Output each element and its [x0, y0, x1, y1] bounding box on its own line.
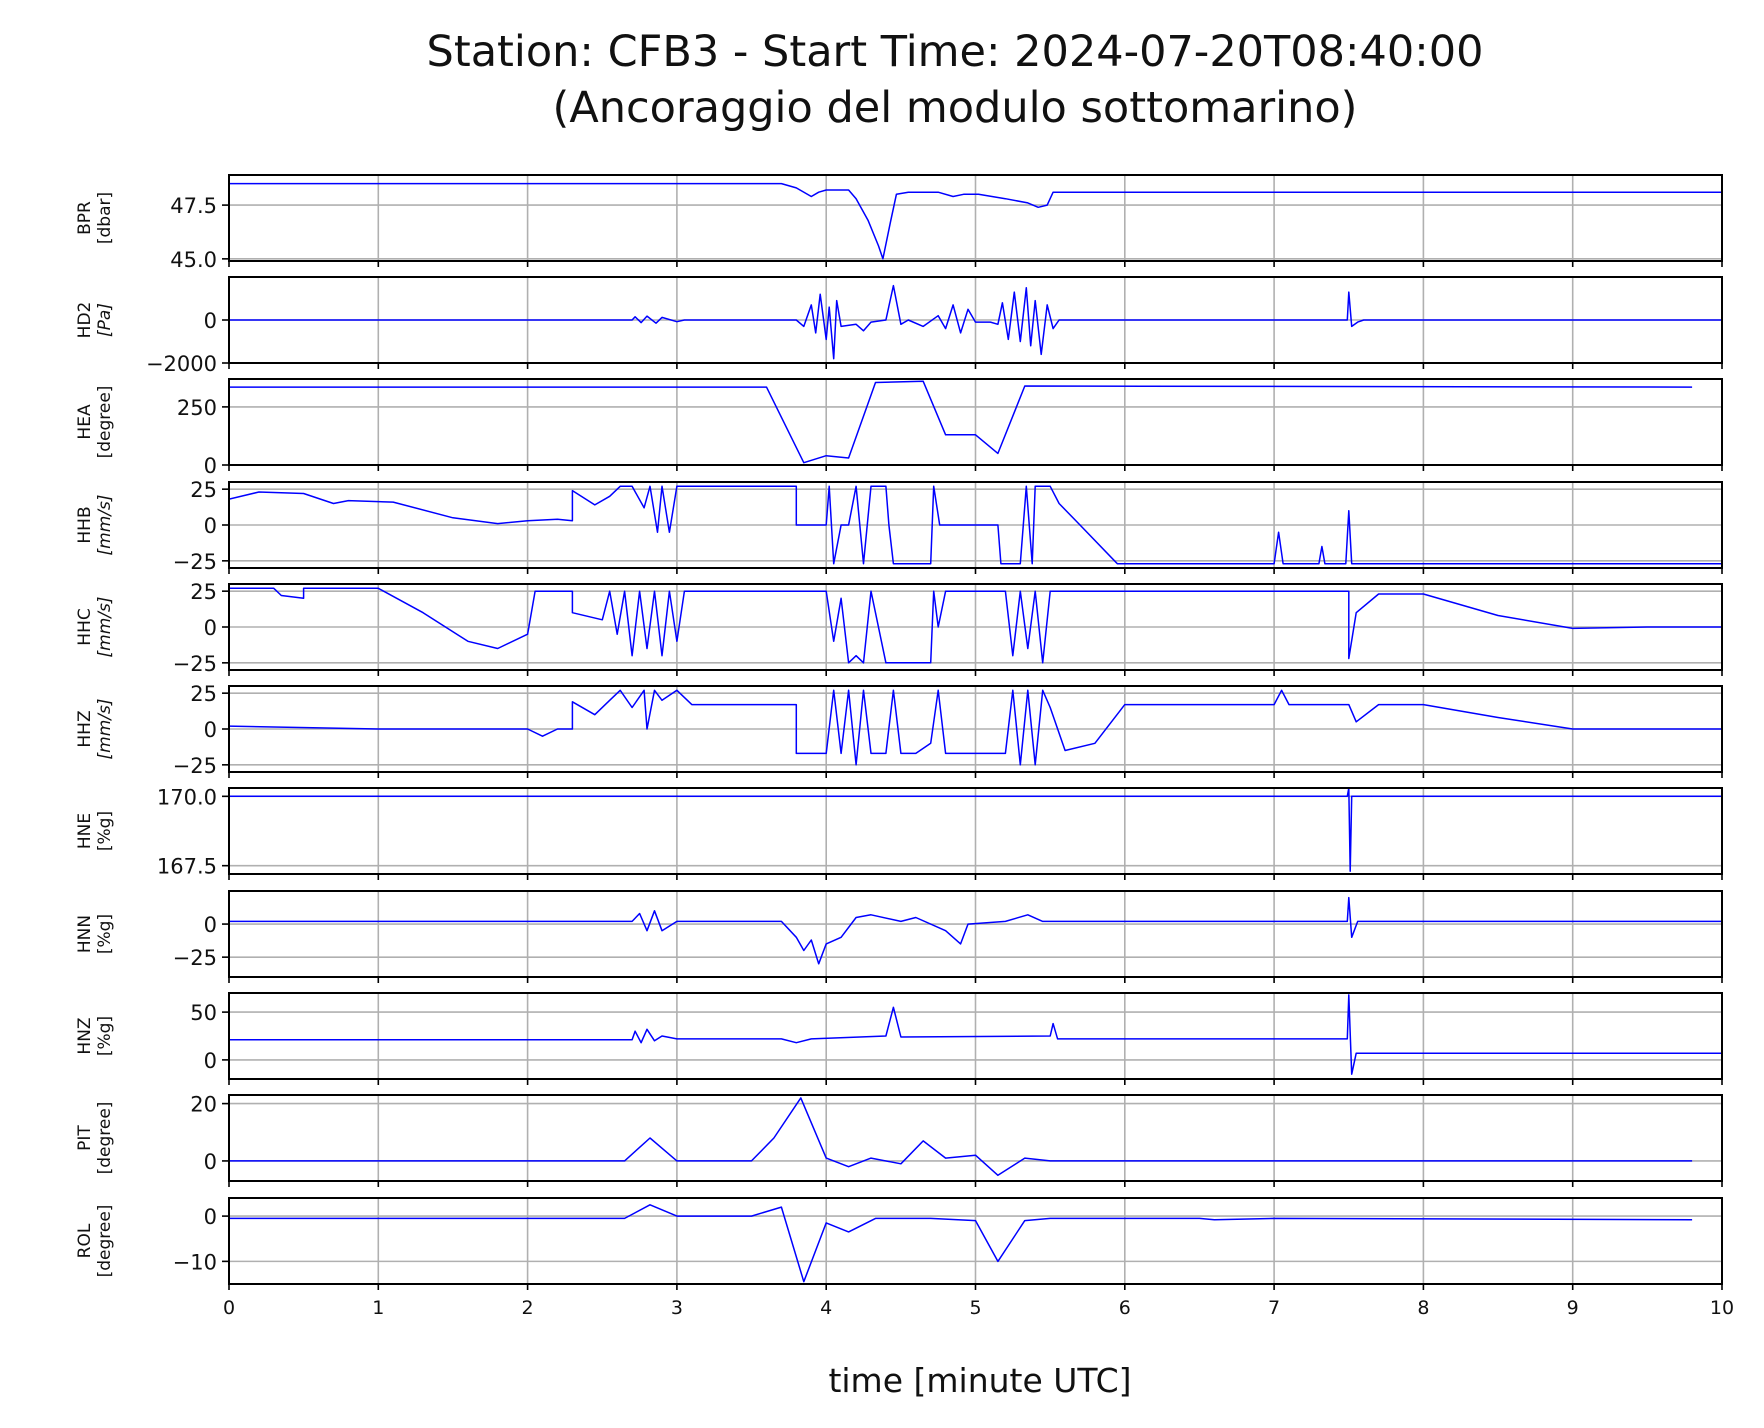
ylabel-name-hea: HEA	[75, 404, 95, 440]
ytick-label-hea-1: 0	[204, 454, 217, 478]
x-axis-label: time [minute UTC]	[828, 1361, 1131, 1400]
ylabel-hnn: HNN[%g]	[75, 914, 115, 954]
panel-rol: 0 −10 ROL[degree]	[75, 1197, 1723, 1290]
ytick-label-hnn-1: −25	[173, 946, 217, 970]
xtick-label-2: 2	[522, 1297, 534, 1319]
xtick-label-1: 1	[372, 1297, 384, 1319]
figure-title-line1: Station: CFB3 - Start Time: 2024-07-20T0…	[427, 27, 1484, 77]
ylabel-unit-hnn: [%g]	[95, 914, 115, 954]
panel-hne: 170.0 167.5 HNE[%g]	[75, 785, 1723, 880]
xtick-label-8: 8	[1417, 1297, 1429, 1319]
ylabel-name-hne: HNE	[75, 813, 95, 849]
ylabel-unit-hd2: [Pa]	[95, 303, 115, 337]
ytick-label-hhc-1: 0	[204, 616, 217, 640]
xtick-label-0: 0	[223, 1297, 235, 1319]
panels: 47.545.0BPR[dbar]0−2000HD2[Pa]2500HEA[de…	[75, 174, 1723, 1290]
ylabel-hhz: HHZ[mm/s]	[75, 699, 115, 760]
ytick-label-pit-0: 20	[190, 1093, 217, 1117]
xtick-label-5: 5	[969, 1297, 981, 1319]
xtick-label-7: 7	[1268, 1297, 1280, 1319]
ytick-label-hea-0: 250	[177, 396, 217, 420]
series-line-hnz	[229, 994, 1722, 1075]
ytick-label-hnn-0: 0	[204, 913, 217, 937]
ylabel-name-hhc: HHC	[75, 608, 95, 645]
ylabel-hhc: HHC[mm/s]	[75, 597, 115, 658]
ylabel-hd2: HD2[Pa]	[75, 302, 115, 339]
ylabel-unit-bpr: [dbar]	[95, 192, 115, 244]
xtick-label-3: 3	[671, 1297, 683, 1319]
panel-hnn: 0 −25 HNN[%g]	[75, 890, 1723, 983]
ytick-label-pit-1: 0	[204, 1150, 217, 1174]
series-line-hhc	[229, 587, 1722, 664]
series-line-hd2	[229, 284, 1722, 360]
ytick-label-hhb-0: 25	[190, 478, 217, 502]
ylabel-name-hhz: HHZ	[75, 710, 95, 747]
ytick-label-bpr-1: 45.0	[170, 248, 217, 272]
ytick-label-hne-0: 170.0	[157, 785, 217, 809]
panel-hhb: 25 0 −25 HHB[mm/s]	[75, 478, 1723, 574]
xtick-label-4: 4	[820, 1297, 832, 1319]
ylabel-name-pit: PIT	[75, 1125, 95, 1151]
ylabel-hhb: HHB[mm/s]	[75, 495, 115, 556]
ylabel-name-hnn: HNN	[75, 915, 95, 953]
ytick-label-hhb-1: 0	[204, 514, 217, 538]
panel-hhz: 25 0 −25 HHZ[mm/s]	[75, 682, 1723, 778]
ytick-label-rol-1: −10	[173, 1250, 217, 1274]
panel-hea: 250 0 HEA[degree]	[75, 378, 1723, 478]
ytick-label-hhc-2: −25	[173, 652, 217, 676]
xtick-label-6: 6	[1119, 1297, 1131, 1319]
ylabel-unit-hea: [degree]	[95, 386, 115, 459]
ylabel-name-hnz: HNZ	[75, 1017, 95, 1054]
xtick-label-10: 10	[1710, 1297, 1734, 1319]
ylabel-unit-pit: [degree]	[95, 1102, 115, 1175]
panel-pit: 20 0 PIT[degree]	[75, 1093, 1723, 1187]
panel-hhc: 25 0 −25 HHC[mm/s]	[75, 580, 1723, 676]
ytick-label-hnz-1: 0	[204, 1049, 217, 1073]
ytick-label-hhz-1: 0	[204, 718, 217, 742]
ylabel-rol: ROL[degree]	[75, 1205, 115, 1278]
xtick-label-9: 9	[1567, 1297, 1579, 1319]
ylabel-pit: PIT[degree]	[75, 1102, 115, 1175]
ylabel-unit-hhz: [mm/s]	[95, 699, 115, 760]
ytick-label-hhb-2: −25	[173, 550, 217, 574]
ytick-label-hnz-0: 50	[190, 1001, 217, 1025]
panel-hnz: 50 0 HNZ[%g]	[75, 992, 1723, 1085]
ytick-label-hhz-2: −25	[173, 754, 217, 778]
ytick-label-hhz-0: 25	[190, 682, 217, 706]
ytick-label-hd2-0: 0	[204, 309, 217, 333]
panel-hd2: 0 −2000 HD2[Pa]	[75, 276, 1723, 376]
ytick-label-rol-0: 0	[204, 1205, 217, 1229]
series-line-hhb	[229, 485, 1722, 565]
ytick-label-hne-1: 167.5	[157, 855, 217, 879]
series-line-rol	[229, 1204, 1693, 1283]
ylabel-unit-hhc: [mm/s]	[95, 597, 115, 658]
panel-bpr: 47.5 45.0 BPR[dbar]	[75, 174, 1723, 272]
ytick-label-hhc-0: 25	[190, 580, 217, 604]
figure-title-line2: (Ancoraggio del modulo sottomarino)	[553, 83, 1358, 133]
series-line-hhz	[229, 689, 1722, 766]
series-line-hnn	[229, 896, 1722, 965]
ylabel-name-hd2: HD2	[75, 302, 95, 339]
series-line-bpr	[229, 182, 1722, 260]
ylabel-name-hhb: HHB	[75, 506, 95, 543]
series-line-hea	[229, 380, 1693, 464]
ytick-label-bpr-0: 47.5	[170, 194, 217, 218]
series-line-pit	[229, 1097, 1693, 1177]
ytick-label-hd2-1: −2000	[146, 352, 217, 376]
ylabel-unit-hne: [%g]	[95, 811, 115, 851]
series-line-hne	[229, 788, 1722, 872]
ylabel-name-rol: ROL	[75, 1223, 95, 1258]
x-axis-ticks: 0 1 2 3 4 5 6 7 8 9 10	[223, 1297, 1734, 1319]
ylabel-unit-hhb: [mm/s]	[95, 495, 115, 556]
ylabel-unit-hnz: [%g]	[95, 1016, 115, 1056]
ylabel-name-bpr: BPR	[75, 201, 95, 235]
ylabel-hnz: HNZ[%g]	[75, 1016, 115, 1056]
ylabel-hne: HNE[%g]	[75, 811, 115, 851]
ylabel-hea: HEA[degree]	[75, 386, 115, 459]
ylabel-bpr: BPR[dbar]	[75, 192, 115, 244]
ylabel-unit-rol: [degree]	[95, 1205, 115, 1278]
